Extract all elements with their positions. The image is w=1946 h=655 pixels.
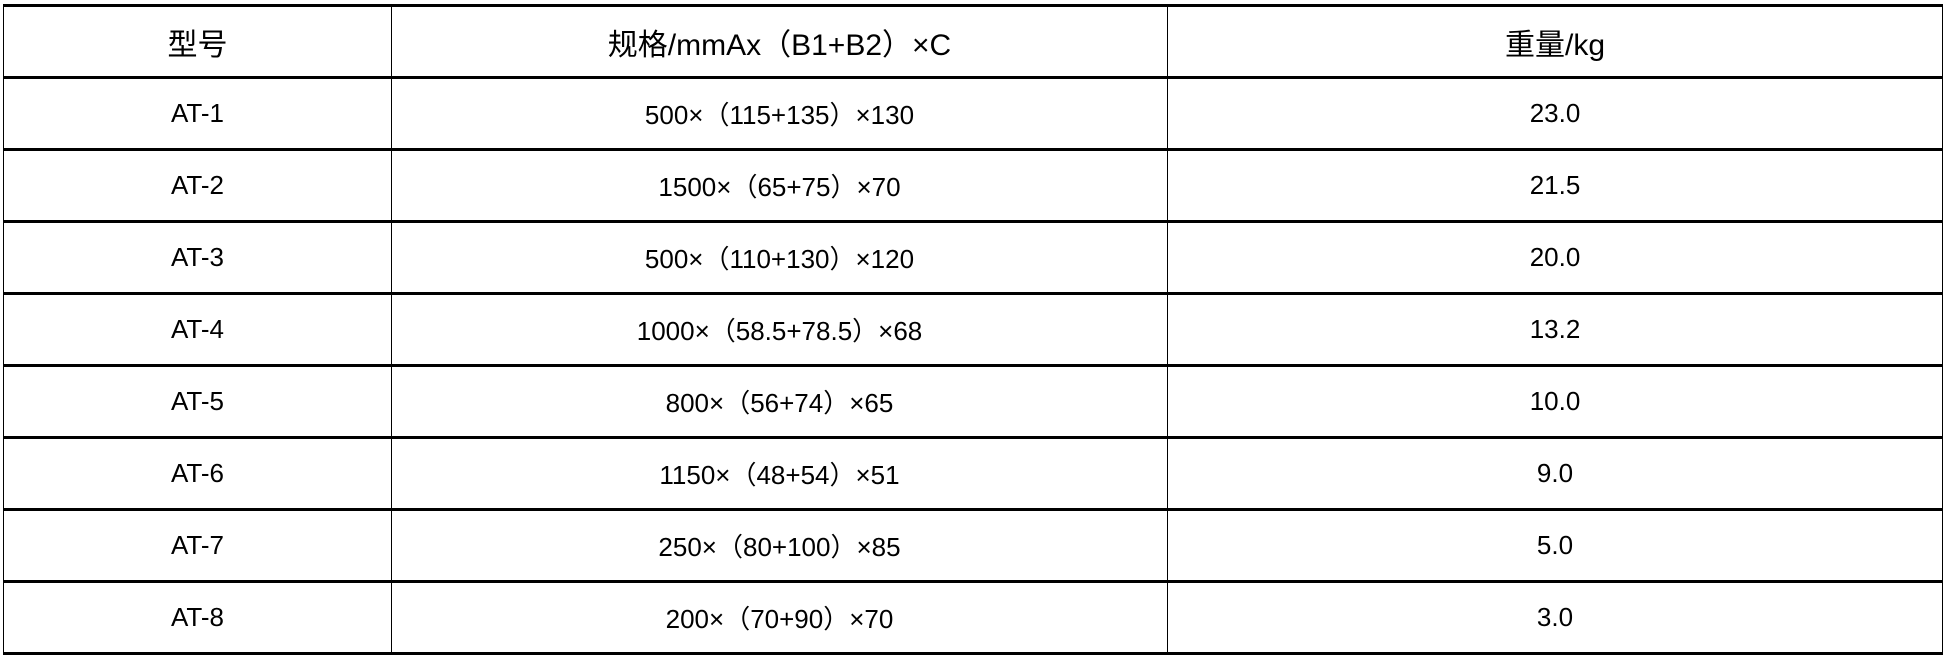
cell-weight: 23.0 [1167, 76, 1943, 151]
cell-spec: 800×（56+74）×65 [391, 364, 1168, 439]
cell-spec: 1150×（48+54）×51 [391, 436, 1168, 511]
cell-model: AT-7 [3, 508, 392, 583]
cell-model: AT-5 [3, 364, 392, 439]
cell-model: AT-1 [3, 76, 392, 151]
table-row: AT-4 1000×（58.5+78.5）×68 13.2 [3, 292, 1943, 367]
cell-spec: 1500×（65+75）×70 [391, 148, 1168, 223]
cell-weight: 20.0 [1167, 220, 1943, 295]
cell-weight: 21.5 [1167, 148, 1943, 223]
table-row: AT-1 500×（115+135）×130 23.0 [3, 76, 1943, 151]
header-spec: 规格/mmAx（B1+B2）×C [391, 4, 1168, 79]
cell-model: AT-6 [3, 436, 392, 511]
cell-weight: 5.0 [1167, 508, 1943, 583]
cell-model: AT-2 [3, 148, 392, 223]
header-weight: 重量/kg [1167, 4, 1943, 79]
table-row: AT-8 200×（70+90）×70 3.0 [3, 580, 1943, 655]
header-row: 型号 规格/mmAx（B1+B2）×C 重量/kg [3, 4, 1943, 79]
cell-model: AT-8 [3, 580, 392, 655]
cell-model: AT-4 [3, 292, 392, 367]
table-row: AT-6 1150×（48+54）×51 9.0 [3, 436, 1943, 511]
cell-weight: 9.0 [1167, 436, 1943, 511]
cell-model: AT-3 [3, 220, 392, 295]
cell-spec: 500×（115+135）×130 [391, 76, 1168, 151]
table-row: AT-5 800×（56+74）×65 10.0 [3, 364, 1943, 439]
cell-spec: 250×（80+100）×85 [391, 508, 1168, 583]
table-row: AT-2 1500×（65+75）×70 21.5 [3, 148, 1943, 223]
cell-spec: 200×（70+90）×70 [391, 580, 1168, 655]
header-model: 型号 [3, 4, 392, 79]
table-row: AT-3 500×（110+130）×120 20.0 [3, 220, 1943, 295]
cell-spec: 1000×（58.5+78.5）×68 [391, 292, 1168, 367]
spec-table: 型号 规格/mmAx（B1+B2）×C 重量/kg AT-1 500×（115+1… [3, 4, 1943, 655]
cell-weight: 3.0 [1167, 580, 1943, 655]
table-row: AT-7 250×（80+100）×85 5.0 [3, 508, 1943, 583]
cell-spec: 500×（110+130）×120 [391, 220, 1168, 295]
cell-weight: 10.0 [1167, 364, 1943, 439]
cell-weight: 13.2 [1167, 292, 1943, 367]
